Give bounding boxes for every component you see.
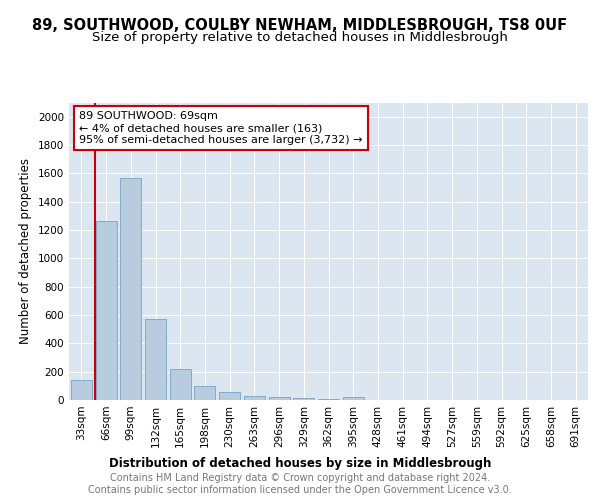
Bar [71,380,92,400]
Bar [293,398,314,400]
Bar [194,386,215,400]
Bar [120,178,141,400]
Bar [244,396,265,400]
Text: Distribution of detached houses by size in Middlesbrough: Distribution of detached houses by size … [109,458,491,470]
Text: 89, SOUTHWOOD, COULBY NEWHAM, MIDDLESBROUGH, TS8 0UF: 89, SOUTHWOOD, COULBY NEWHAM, MIDDLESBRO… [32,18,568,32]
Y-axis label: Number of detached properties: Number of detached properties [19,158,32,344]
Bar [170,369,191,400]
Text: 89 SOUTHWOOD: 69sqm
← 4% of detached houses are smaller (163)
95% of semi-detach: 89 SOUTHWOOD: 69sqm ← 4% of detached hou… [79,112,363,144]
Text: Size of property relative to detached houses in Middlesbrough: Size of property relative to detached ho… [92,31,508,44]
Text: Contains HM Land Registry data © Crown copyright and database right 2024.
Contai: Contains HM Land Registry data © Crown c… [88,474,512,495]
Bar [269,397,290,400]
Bar [95,221,116,400]
Bar [343,397,364,400]
Bar [145,318,166,400]
Bar [219,392,240,400]
